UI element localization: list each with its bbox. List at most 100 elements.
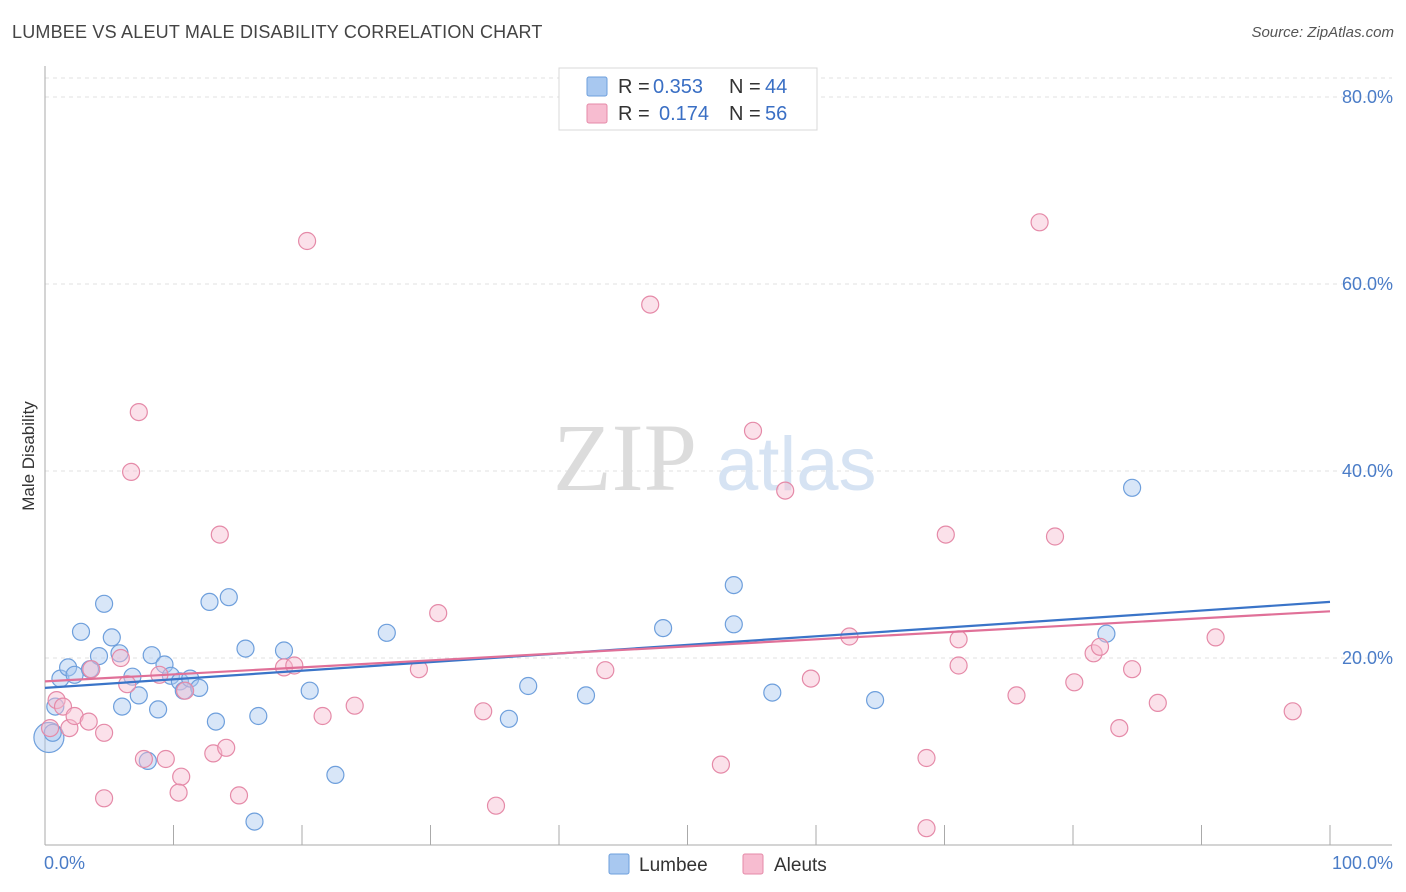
y-tick-label: 60.0%: [1342, 274, 1393, 294]
point-aleuts: [217, 738, 236, 757]
bottom-legend-label-aleuts: Aleuts: [774, 855, 827, 876]
bottom-legend: Lumbee Aleuts: [608, 853, 827, 876]
point-aleuts: [949, 656, 968, 675]
point-aleuts: [134, 749, 153, 769]
point-aleuts: [743, 421, 763, 440]
point-aleuts: [118, 675, 137, 694]
point-aleuts: [285, 656, 304, 675]
x-tick-label: 100.0%: [1332, 853, 1393, 873]
point-aleuts: [917, 819, 936, 838]
point-aleuts: [1065, 673, 1084, 692]
point-aleuts: [47, 690, 66, 710]
point-lumbee: [377, 623, 396, 642]
point-aleuts: [229, 786, 249, 805]
bottom-legend-swatch-lumbee: [608, 853, 630, 875]
point-lumbee: [763, 683, 782, 702]
point-aleuts: [82, 660, 101, 679]
point-lumbee: [653, 618, 673, 638]
point-aleuts: [474, 702, 493, 721]
point-lumbee: [102, 628, 121, 647]
point-aleuts: [156, 749, 175, 769]
point-aleuts: [596, 661, 615, 680]
watermark-atlas: atlas: [716, 422, 877, 507]
point-aleuts: [1030, 213, 1049, 232]
point-aleuts: [949, 630, 968, 649]
point-aleuts: [1122, 660, 1142, 679]
point-lumbee: [1097, 624, 1116, 643]
point-lumbee: [170, 672, 189, 691]
y-tick-labels: 20.0% 40.0% 60.0% 80.0%: [1342, 87, 1393, 668]
point-lumbee: [43, 723, 62, 742]
point-lumbee: [300, 681, 319, 700]
point-lumbee: [499, 709, 518, 728]
x-tick-labels: 0.0% 100.0%: [44, 853, 1393, 873]
point-lumbee: [865, 690, 885, 710]
watermark: ZIP atlas: [553, 404, 877, 511]
point-lumbee: [94, 594, 114, 613]
point-lumbee: [1122, 478, 1142, 497]
point-lumbee: [155, 655, 174, 674]
y-tick-label: 20.0%: [1342, 648, 1393, 668]
point-lumbee: [112, 697, 132, 716]
point-lumbee: [200, 592, 219, 612]
point-aleuts: [801, 669, 821, 688]
source-label: Source: ZipAtlas.com: [1251, 24, 1394, 41]
point-aleuts: [313, 706, 332, 726]
legend-n-label-aleuts: N =: [729, 103, 761, 125]
point-lumbee: [245, 812, 264, 831]
point-aleuts: [429, 603, 448, 623]
point-aleuts: [1084, 644, 1103, 663]
legend-r-label-aleuts: R =: [618, 103, 650, 125]
legend-r-label-lumbee: R =: [618, 76, 650, 98]
point-aleuts: [711, 755, 731, 774]
point-aleuts: [776, 481, 795, 500]
x-tick-label: 0.0%: [44, 853, 85, 873]
legend: R = 0.353 N = 44 R = 0.174 N = 56: [558, 67, 818, 131]
point-aleuts: [94, 723, 114, 742]
watermark-zip: ZIP: [553, 404, 697, 511]
point-aleuts: [176, 681, 195, 700]
legend-n-value-aleuts: 56: [765, 103, 787, 125]
point-aleuts: [111, 648, 130, 668]
point-lumbee: [576, 686, 596, 705]
point-aleuts: [79, 712, 98, 731]
point-aleuts: [298, 231, 317, 251]
legend-n-value-lumbee: 44: [765, 76, 787, 98]
point-aleuts: [1283, 702, 1302, 721]
point-lumbee: [149, 700, 168, 719]
point-lumbee: [190, 678, 209, 698]
point-lumbee: [206, 712, 225, 731]
point-aleuts: [1206, 628, 1225, 647]
trend-line-lumbee: [44, 600, 1331, 689]
point-aleuts: [1045, 527, 1065, 546]
point-aleuts: [40, 718, 60, 738]
bottom-legend-label-lumbee: Lumbee: [639, 855, 708, 876]
point-lumbee: [46, 697, 65, 716]
point-aleuts: [486, 796, 506, 815]
trend-lines: [44, 600, 1331, 689]
bottom-legend-swatch-aleuts: [742, 853, 764, 875]
point-lumbee: [724, 615, 743, 634]
point-aleuts: [936, 525, 955, 544]
legend-n-label-lumbee: N =: [729, 76, 761, 98]
point-lumbee: [71, 622, 91, 641]
point-aleuts: [94, 789, 114, 808]
y-axis-title: Male Disability: [19, 401, 38, 511]
point-lumbee: [519, 676, 538, 696]
point-aleuts: [1148, 693, 1167, 713]
legend-swatch-aleuts: [586, 103, 608, 124]
point-aleuts: [169, 783, 188, 802]
point-lumbee: [326, 765, 345, 785]
legend-swatch-lumbee: [586, 76, 608, 97]
gridlines: [45, 77, 1392, 659]
legend-r-value-lumbee: 0.353: [653, 76, 703, 98]
point-aleuts: [917, 748, 936, 768]
y-tick-label: 40.0%: [1342, 461, 1393, 481]
legend-r-value-aleuts: 0.174: [659, 103, 709, 125]
point-aleuts: [1110, 718, 1129, 738]
axes: [44, 66, 1392, 846]
point-aleuts: [172, 767, 191, 786]
y-tick-label: 80.0%: [1342, 87, 1393, 107]
trend-line-aleuts: [44, 610, 1331, 683]
